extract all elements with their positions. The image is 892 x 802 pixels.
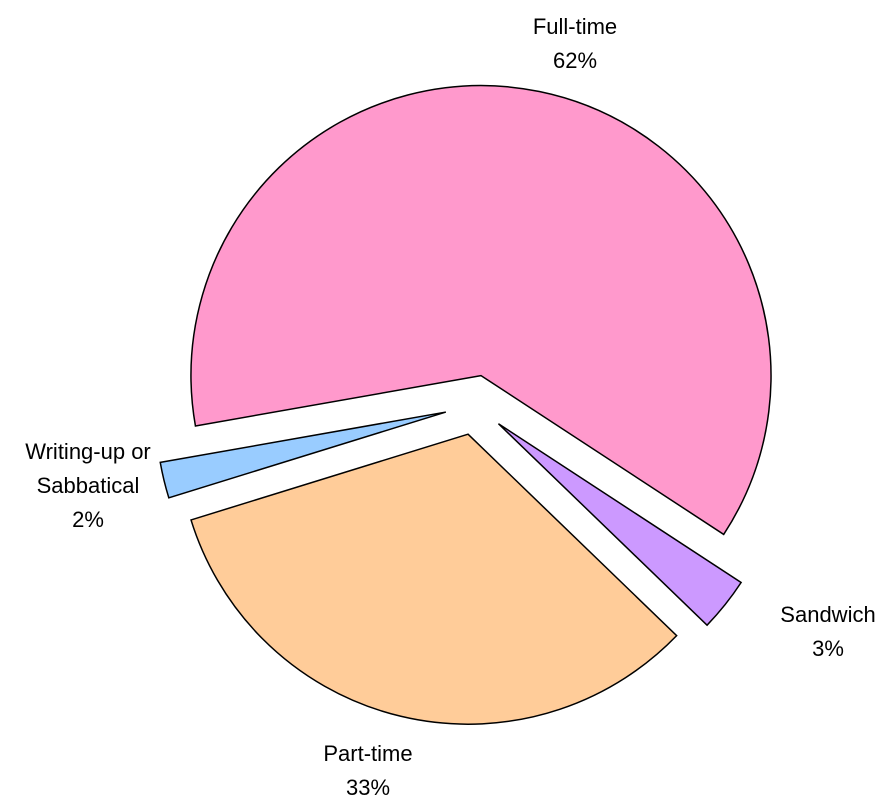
category-label: Sandwich [780,602,876,627]
slice-label: Sandwich 3% [743,598,892,666]
slice-label: Part-time 33% [283,737,453,802]
value-label: 2% [72,507,104,532]
category-label: Full-time [532,14,618,39]
value-label: 33% [345,775,391,800]
pie-slice [497,423,743,627]
category-label: Writing-up or Sabbatical [25,439,151,498]
category-label: Part-time [323,741,413,766]
pie-slice [190,84,772,536]
value-label: 3% [812,636,844,661]
pie-slice [190,433,678,725]
pie-slice [159,411,447,499]
slice-label: Full-time 62% [490,10,660,78]
slice-label: Writing-up or Sabbatical 2% [3,435,173,537]
value-label: 62% [552,48,598,73]
